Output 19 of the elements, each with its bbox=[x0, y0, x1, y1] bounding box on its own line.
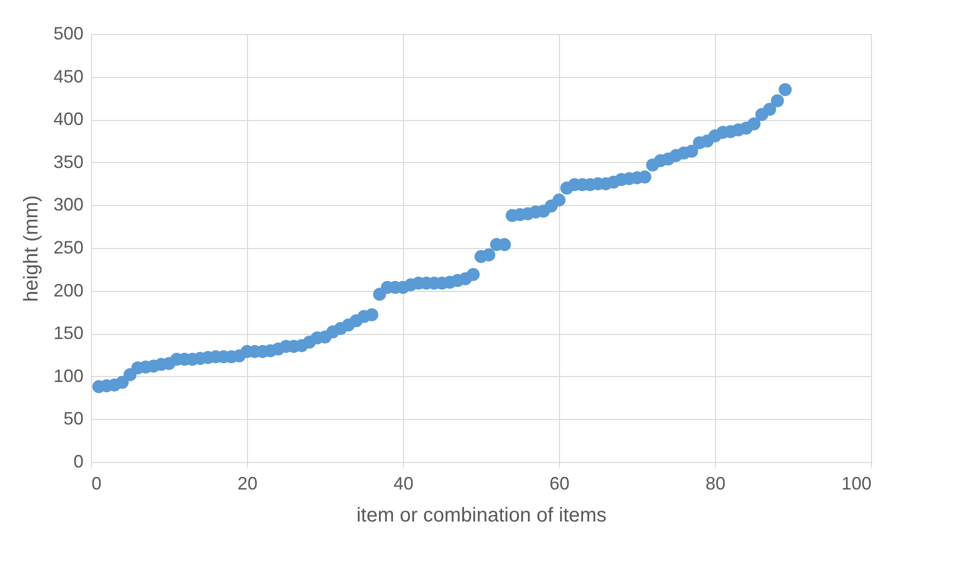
y-tick-label: 200 bbox=[53, 280, 84, 300]
y-tick-label: 400 bbox=[53, 109, 84, 130]
x-tick-label: 100 bbox=[841, 474, 872, 494]
y-tick-label: 450 bbox=[53, 66, 84, 86]
y-tick-label: 500 bbox=[53, 24, 84, 44]
x-tick-label: 40 bbox=[393, 474, 414, 494]
x-tick-label: 80 bbox=[705, 474, 726, 494]
y-tick-label: 300 bbox=[53, 194, 84, 215]
y-tick-label: 150 bbox=[53, 323, 84, 344]
y-tick-label: 0 bbox=[73, 452, 84, 472]
x-tick-label: 20 bbox=[237, 474, 258, 494]
y-tick-label: 100 bbox=[53, 366, 84, 386]
y-axis-title: height (mm) bbox=[20, 195, 42, 302]
y-tick-label: 50 bbox=[63, 408, 84, 429]
y-tick-label: 250 bbox=[53, 238, 84, 258]
y-tick-label: 350 bbox=[53, 152, 84, 172]
x-tick-label: 60 bbox=[549, 474, 570, 494]
x-axis-title: item or combination of items bbox=[356, 504, 607, 526]
x-tick-label: 0 bbox=[92, 474, 102, 494]
